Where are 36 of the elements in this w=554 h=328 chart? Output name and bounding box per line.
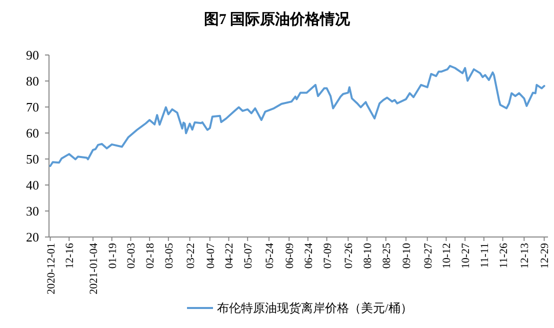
chart-title: 图7 国际原油价格情况 (204, 11, 352, 28)
x-tick-label: 10-12 (441, 243, 454, 269)
x-tick-label: 07-26 (343, 242, 356, 269)
x-tick-label: 11-11 (478, 243, 491, 268)
x-tick-label: 03-22 (184, 243, 197, 269)
y-tick-label: 30 (26, 204, 39, 218)
x-tick-label: 06-09 (284, 242, 296, 269)
y-tick-label: 40 (26, 178, 39, 192)
x-tick-label: 08-10 (362, 242, 374, 269)
x-tick-label: 04-07 (204, 242, 217, 269)
x-tick-label: 2021-01-04 (88, 242, 100, 294)
x-tick-label: 07-09 (322, 242, 334, 269)
x-tick-label: 04-22 (224, 243, 236, 269)
x-tick-label: 11-26 (498, 242, 510, 268)
legend: 布伦特原油现货离岸价格（美元/桶） (187, 301, 412, 315)
x-tick-label: 09-27 (422, 242, 434, 269)
y-tick-label: 70 (26, 100, 39, 114)
x-tick-label: 02-03 (126, 242, 138, 269)
x-tick-label: 05-07 (242, 242, 255, 269)
x-tick-label: 08-25 (380, 242, 393, 269)
x-tick-label: 01-19 (106, 242, 119, 269)
y-tick-label: 60 (26, 126, 39, 140)
x-tick-label: 12-16 (64, 242, 76, 269)
x-tick-label: 2020-12-01 (45, 243, 58, 294)
y-tick-label: 50 (26, 152, 39, 166)
y-tick-label: 90 (26, 48, 39, 62)
x-tick-label: 12-13 (519, 242, 532, 269)
x-tick-label: 06-24 (302, 242, 315, 269)
x-tick-label: 03-05 (163, 242, 176, 269)
x-tick-label: 02-18 (144, 242, 157, 269)
x-tick-label: 10-27 (460, 242, 472, 269)
x-tick-label: 09-10 (400, 242, 413, 269)
x-tick-label: 05-24 (264, 242, 276, 269)
y-tick-label: 80 (26, 74, 39, 88)
x-tick-label: 12-29 (539, 242, 552, 269)
y-tick-label: 20 (26, 230, 39, 244)
